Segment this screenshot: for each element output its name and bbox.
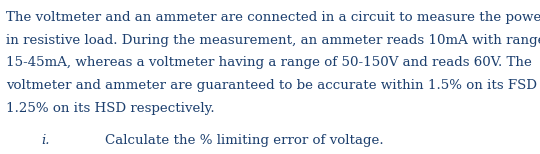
Text: 15-45mA, whereas a voltmeter having a range of 50-150V and reads 60V. The: 15-45mA, whereas a voltmeter having a ra…: [6, 56, 532, 69]
Text: Calculate the % limiting error of voltage.: Calculate the % limiting error of voltag…: [105, 134, 384, 147]
Text: The voltmeter and an ammeter are connected in a circuit to measure the power los: The voltmeter and an ammeter are connect…: [6, 11, 540, 24]
Text: i.: i.: [41, 134, 50, 147]
Text: voltmeter and ammeter are guaranteed to be accurate within 1.5% on its FSD and: voltmeter and ammeter are guaranteed to …: [6, 79, 540, 92]
Text: in resistive load. During the measurement, an ammeter reads 10mA with range of: in resistive load. During the measuremen…: [6, 34, 540, 47]
Text: 1.25% on its HSD respectively.: 1.25% on its HSD respectively.: [6, 102, 215, 115]
